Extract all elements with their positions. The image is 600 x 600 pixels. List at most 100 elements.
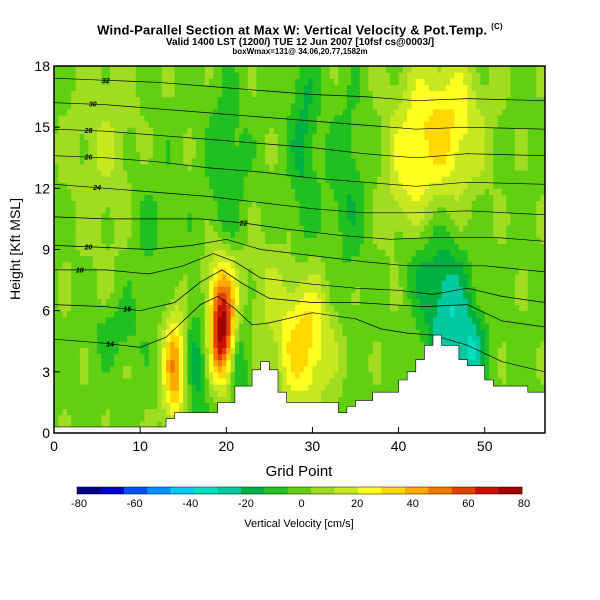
heatmap-cell	[54, 280, 59, 287]
heatmap-cell	[226, 273, 232, 281]
heatmap-cell	[333, 176, 339, 183]
heatmap-cell	[204, 157, 210, 165]
heatmap-cell	[170, 286, 176, 293]
heatmap-cell	[122, 66, 128, 73]
heatmap-cell	[187, 96, 193, 104]
heatmap-cell	[62, 365, 68, 373]
heatmap-cell	[165, 139, 171, 147]
heatmap-cell	[394, 108, 400, 116]
heatmap-cell	[385, 66, 391, 73]
heatmap-cell	[398, 359, 404, 367]
heatmap-cell	[342, 66, 348, 73]
heatmap-cell	[114, 310, 120, 318]
heatmap-cell	[226, 169, 232, 177]
heatmap-cell	[148, 237, 154, 244]
heatmap-cell	[398, 127, 404, 134]
heatmap-cell	[407, 310, 413, 318]
heatmap-cell	[118, 139, 124, 147]
heatmap-cell	[277, 78, 283, 85]
heatmap-cell	[209, 182, 214, 189]
heatmap-cell	[234, 286, 240, 293]
heatmap-cell	[131, 84, 137, 92]
heatmap-cell	[66, 96, 72, 104]
heatmap-cell	[308, 316, 314, 324]
heatmap-cell	[109, 176, 115, 183]
heatmap-cell	[359, 243, 365, 251]
heatmap-cell	[204, 353, 210, 361]
heatmap-cell	[88, 133, 94, 140]
heatmap-cell	[290, 96, 296, 104]
heatmap-cell	[109, 255, 115, 263]
heatmap-cell	[174, 249, 180, 257]
heatmap-cell	[359, 267, 365, 275]
heatmap-cell	[385, 127, 391, 134]
heatmap-cell	[299, 390, 305, 397]
heatmap-cell	[230, 261, 236, 269]
heatmap-cell	[269, 286, 275, 293]
heatmap-cell	[252, 365, 258, 373]
heatmap-cell	[402, 237, 408, 244]
heatmap-cell	[127, 225, 133, 232]
heatmap-cell	[269, 96, 275, 104]
heatmap-cell	[239, 66, 245, 73]
heatmap-cell	[101, 341, 107, 348]
heatmap-cell	[282, 72, 288, 79]
heatmap-cell	[239, 127, 245, 134]
heatmap-cell	[135, 102, 141, 110]
heatmap-cell	[355, 206, 361, 214]
heatmap-cell	[140, 341, 146, 348]
heatmap-cell	[252, 353, 258, 361]
heatmap-cell	[325, 127, 331, 134]
heatmap-cell	[359, 151, 365, 159]
heatmap-cell	[372, 225, 378, 232]
heatmap-cell	[165, 396, 171, 404]
heatmap-cell	[114, 145, 120, 153]
heatmap-cell	[265, 121, 270, 128]
heatmap-cell	[178, 78, 184, 85]
heatmap-cell	[204, 225, 210, 232]
heatmap-cell	[321, 176, 326, 183]
heatmap-cell	[247, 66, 253, 73]
heatmap-cell	[92, 322, 98, 330]
heatmap-cell	[75, 384, 81, 391]
heatmap-cell	[260, 273, 266, 281]
heatmap-cell	[325, 359, 331, 367]
heatmap-cell	[402, 163, 408, 171]
heatmap-cell	[338, 243, 344, 251]
heatmap-cell	[402, 108, 408, 116]
heatmap-cell	[407, 316, 413, 324]
heatmap-cell	[368, 200, 374, 208]
heatmap-cell	[66, 316, 72, 324]
heatmap-cell	[290, 218, 296, 226]
heatmap-cell	[329, 329, 335, 336]
heatmap-cell	[97, 267, 102, 275]
heatmap-cell	[54, 90, 59, 98]
heatmap-cell	[62, 127, 68, 134]
heatmap-cell	[209, 176, 214, 183]
heatmap-cell	[402, 102, 408, 110]
heatmap-cell	[191, 163, 197, 171]
heatmap-cell	[308, 218, 314, 226]
heatmap-cell	[97, 298, 102, 306]
heatmap-cell	[191, 72, 197, 79]
heatmap-cell	[217, 78, 223, 85]
heatmap-cell	[178, 72, 184, 79]
heatmap-cell	[308, 267, 314, 275]
heatmap-cell	[243, 347, 249, 355]
heatmap-cell	[239, 255, 245, 263]
heatmap-cell	[109, 249, 115, 257]
heatmap-cell	[196, 267, 202, 275]
heatmap-cell	[140, 243, 146, 251]
heatmap-cell	[131, 390, 137, 397]
heatmap-cell	[209, 286, 214, 293]
heatmap-cell	[303, 84, 309, 92]
heatmap-cell	[209, 408, 214, 416]
heatmap-cell	[157, 121, 163, 128]
heatmap-cell	[213, 169, 219, 177]
heatmap-cell	[217, 84, 223, 92]
heatmap-cell	[174, 396, 180, 404]
heatmap-cell	[269, 66, 275, 73]
heatmap-cell	[71, 414, 77, 422]
heatmap-cell	[131, 188, 137, 196]
heatmap-cell	[200, 231, 206, 238]
